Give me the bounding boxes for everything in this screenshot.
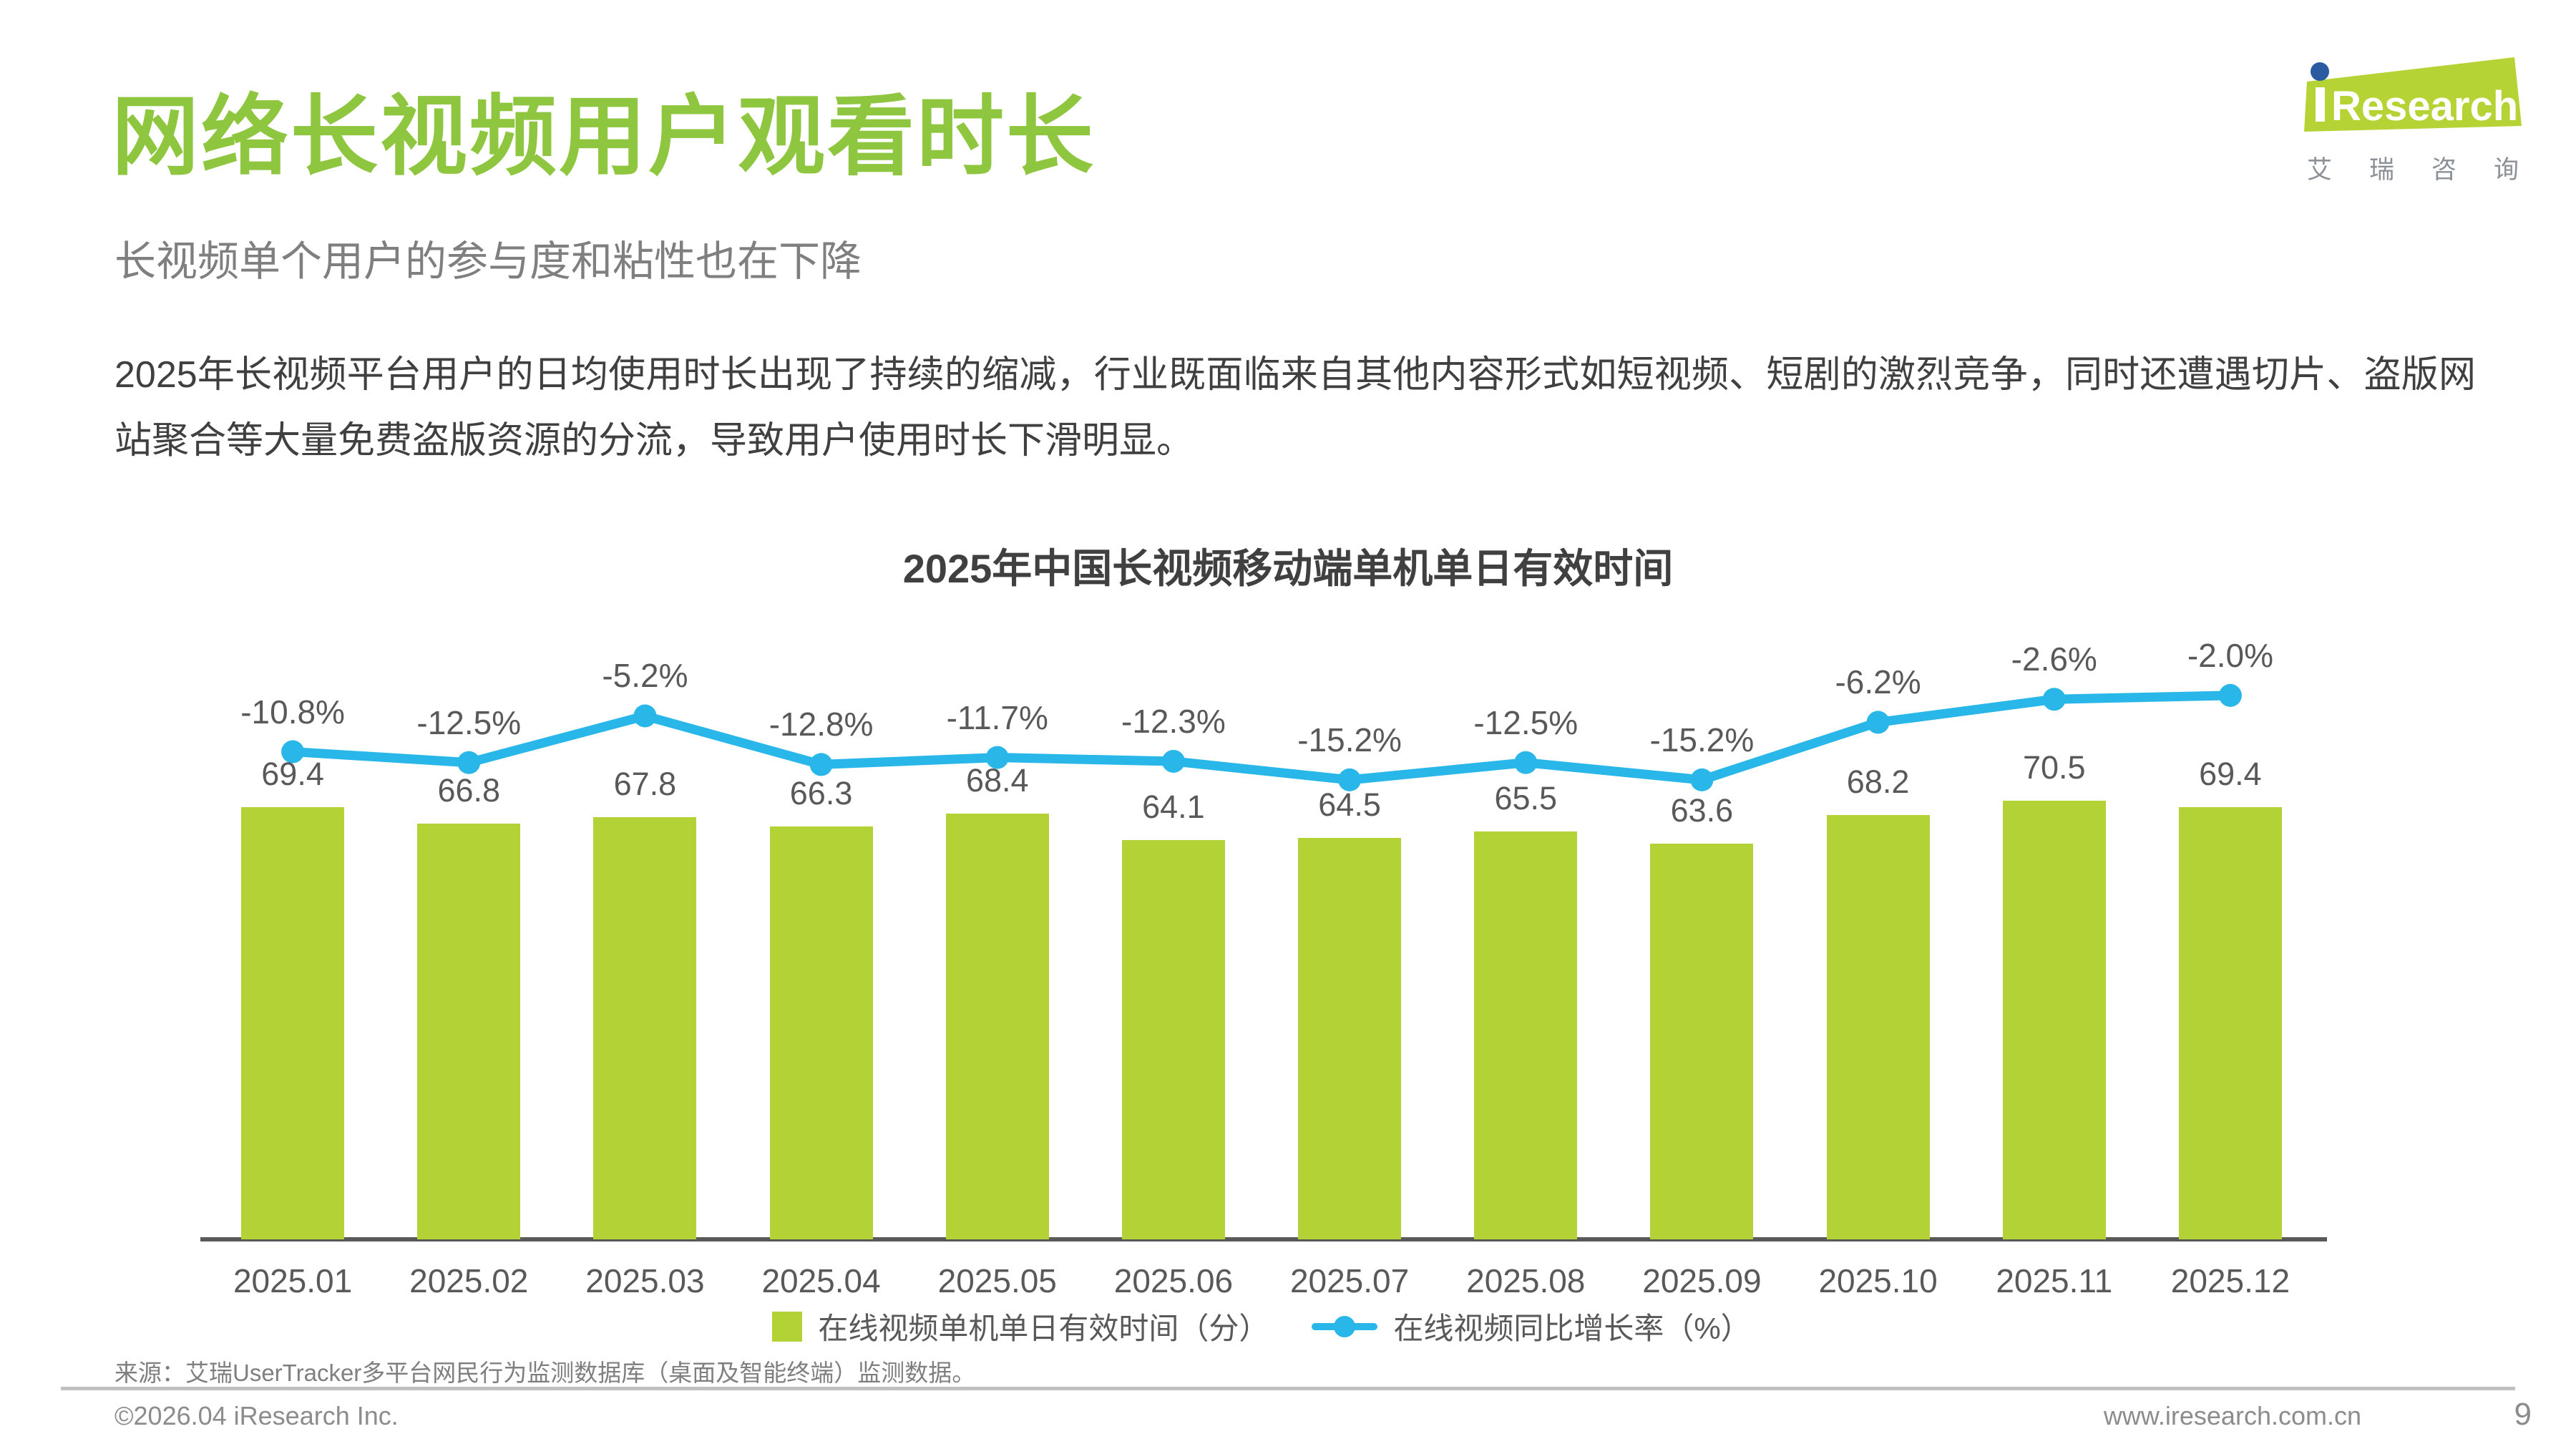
bar-value-label: 65.5 xyxy=(1494,780,1558,817)
line-point xyxy=(281,740,305,763)
line-value-label: -10.8% xyxy=(240,693,345,731)
page-number: 9 xyxy=(2514,1397,2532,1432)
bar-2025.03 xyxy=(593,817,697,1239)
bar-2025.08 xyxy=(1474,831,1578,1239)
bar-2025.01 xyxy=(241,807,345,1239)
line-point xyxy=(1338,768,1362,791)
bar-value-label: 66.8 xyxy=(437,771,501,809)
line-value-label: -2.6% xyxy=(2011,640,2097,678)
page-title: 网络长视频用户观看时长 xyxy=(112,88,1096,185)
line-value-label: -15.2% xyxy=(1297,721,1402,758)
line-legend-marker xyxy=(1312,1315,1378,1337)
line-value-label: -11.7% xyxy=(946,698,1048,736)
line-value-label: -6.2% xyxy=(1835,663,1921,701)
x-axis-label: 2025.01 xyxy=(233,1262,353,1299)
summary-paragraph: 2025年长视频平台用户的日均使用时长出现了持续的缩减，行业既面临来自其他内容形… xyxy=(114,354,2476,462)
legend-item-line: 在线视频同比增长率（%） xyxy=(1312,1304,1751,1348)
bar-legend-swatch xyxy=(772,1311,803,1342)
line-legend-label: 在线视频同比增长率（%） xyxy=(1393,1312,1751,1345)
bar-2025.06 xyxy=(1121,840,1225,1239)
page-subtitle: 长视频单个用户的参与度和粘性也在下降 xyxy=(114,238,862,285)
line-point xyxy=(1161,749,1185,773)
bar-value-label: 64.1 xyxy=(1142,789,1205,826)
x-axis-label: 2025.03 xyxy=(585,1262,705,1299)
line-value-label: -5.2% xyxy=(602,657,688,695)
line-value-label: -12.5% xyxy=(1473,703,1579,741)
bar-value-label: 70.5 xyxy=(2022,748,2086,786)
line-point xyxy=(633,704,657,728)
combo-chart: 在线视频单机单日有效时间（分） 在线视频同比增长率（%） 69.4 -10.8% 2… xyxy=(200,605,2327,1345)
x-axis-label: 2025.05 xyxy=(937,1262,1057,1299)
logo-i-dot xyxy=(2311,62,2329,81)
bar-2025.09 xyxy=(1650,843,1754,1239)
line-point xyxy=(1866,711,1890,734)
source-note: 来源：艾瑞UserTracker多平台网民行为监测数据库（桌面及智能终端）监测数… xyxy=(114,1360,976,1386)
x-axis-label: 2025.09 xyxy=(1642,1262,1762,1299)
bar-2025.02 xyxy=(417,823,521,1239)
bar-value-label: 64.5 xyxy=(1318,786,1381,823)
line-value-label: -15.2% xyxy=(1649,721,1755,758)
line-point xyxy=(1514,751,1538,774)
bar-value-label: 63.6 xyxy=(1670,791,1734,829)
legend-item-bar: 在线视频单机单日有效时间（分） xyxy=(772,1304,1269,1348)
chart-legend: 在线视频单机单日有效时间（分） 在线视频同比增长率（%） xyxy=(205,1304,2318,1348)
logo-chinese-name: 艾 瑞 咨 询 xyxy=(2307,156,2519,184)
footer-copyright: ©2026.04 iResearch Inc. xyxy=(114,1401,399,1430)
bar-2025.04 xyxy=(769,826,873,1239)
line-value-label: -2.0% xyxy=(2187,636,2273,674)
x-axis-label: 2025.08 xyxy=(1466,1262,1586,1299)
bar-2025.05 xyxy=(945,813,1049,1239)
bar-value-label: 67.8 xyxy=(613,766,677,803)
line-point xyxy=(2218,683,2242,707)
growth-rate-line-series xyxy=(281,683,2242,791)
bar-legend-label: 在线视频单机单日有效时间（分） xyxy=(818,1312,1269,1345)
footer-divider xyxy=(61,1387,2515,1390)
bar-2025.11 xyxy=(2002,800,2106,1239)
bar-value-label: 68.4 xyxy=(965,761,1029,799)
x-axis-label: 2025.11 xyxy=(1996,1262,2113,1299)
logo-wordmark: Research xyxy=(2331,83,2518,130)
bar-value-label: 69.4 xyxy=(261,756,324,793)
line-point xyxy=(2042,688,2066,711)
x-axis-label: 2025.04 xyxy=(761,1262,881,1299)
line-point xyxy=(1690,768,1714,791)
line-point xyxy=(985,746,1009,769)
bar-2025.07 xyxy=(1298,837,1402,1239)
growth-line xyxy=(288,691,2235,785)
chart-title: 2025年中国长视频移动端单机单日有效时间 xyxy=(902,546,1674,591)
line-value-label: -12.8% xyxy=(769,706,874,743)
line-legend-dot xyxy=(1334,1315,1356,1337)
bar-2025.10 xyxy=(1826,814,1930,1239)
iresearch-logo: Research 艾 瑞 咨 询 xyxy=(2303,56,2524,186)
line-value-label: -12.3% xyxy=(1121,702,1226,740)
bar-2025.12 xyxy=(2178,807,2282,1239)
x-axis-label: 2025.10 xyxy=(1818,1262,1938,1299)
bar-value-label: 66.3 xyxy=(789,775,853,812)
footer-website: www.iresearch.com.cn xyxy=(2103,1401,2361,1430)
bar-value-label: 69.4 xyxy=(2199,756,2262,793)
x-axis-label: 2025.06 xyxy=(1113,1262,1234,1299)
bar-value-label: 68.2 xyxy=(1846,763,1910,800)
line-point xyxy=(457,751,481,774)
x-axis-line xyxy=(200,1237,2327,1241)
x-axis-label: 2025.02 xyxy=(409,1262,529,1299)
line-value-label: -12.5% xyxy=(416,703,522,741)
x-axis-label: 2025.12 xyxy=(2170,1262,2290,1299)
x-axis-label: 2025.07 xyxy=(1289,1262,1410,1299)
line-point xyxy=(809,753,833,776)
iresearch-logo-mark: Research xyxy=(2304,57,2522,132)
